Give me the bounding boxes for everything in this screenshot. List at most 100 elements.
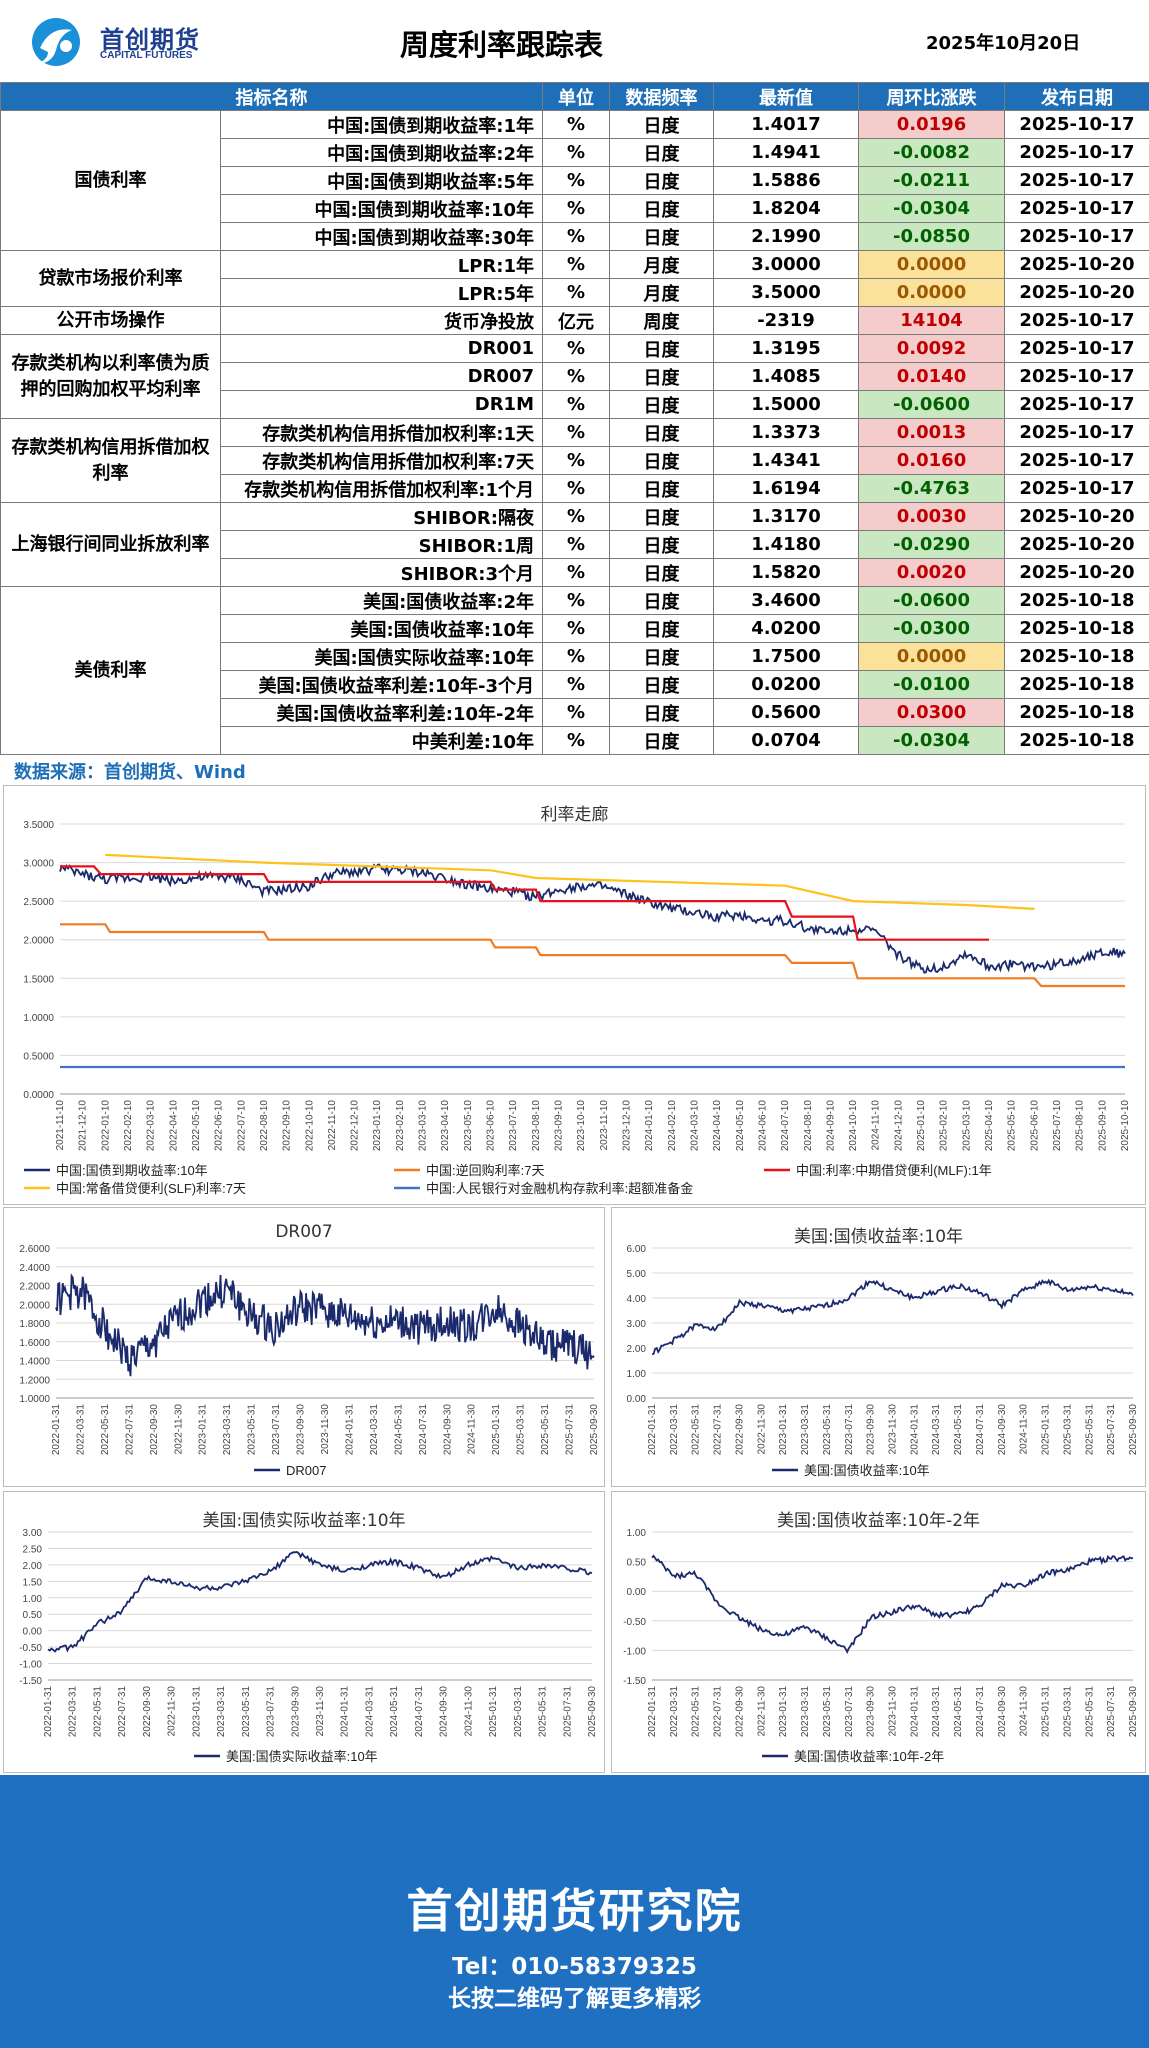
table-row: 美国:国债收益率利差:10年-3个月% 日度 0.0200 -0.0100 2025-1… [1, 670, 1149, 699]
x-tick-label: 2023-07-31 [266, 1686, 277, 1738]
x-tick-label: 2022-05-31 [691, 1404, 702, 1456]
x-tick-label: 2022-07-10 [236, 1100, 247, 1152]
frequency-cell: 日度 [609, 558, 714, 587]
x-tick-label: 2022-07-31 [713, 1404, 724, 1456]
x-tick-label: 2024-03-10 [689, 1100, 700, 1152]
y-tick-label: 3.00 [627, 1319, 647, 1330]
x-tick-label: 2023-09-30 [296, 1404, 307, 1456]
weekly-change-cell: 0.0092 [858, 334, 1005, 363]
release-date-cell: 2025-10-18 [1004, 642, 1149, 671]
legend-label: 中国:利率:中期借贷便利(MLF):1年 [796, 1163, 992, 1178]
x-tick-label: 2024-03-31 [364, 1686, 375, 1738]
release-date-cell: 2025-10-17 [1004, 446, 1149, 475]
release-date-cell: 2025-10-17 [1004, 222, 1149, 251]
x-tick-label: 2022-07-31 [124, 1404, 135, 1456]
frequency-cell: 周度 [609, 306, 714, 335]
x-tick-label: 2022-09-30 [149, 1404, 160, 1456]
x-tick-label: 2024-07-10 [780, 1100, 791, 1152]
x-tick-label: 2023-05-31 [822, 1404, 833, 1456]
latest-value-cell: 1.3195 [713, 334, 859, 363]
x-tick-label: 2023-02-10 [395, 1100, 406, 1152]
frequency-cell: 日度 [609, 474, 714, 503]
y-tick-label: 0.00 [23, 1627, 43, 1638]
x-tick-label: 2023-03-10 [418, 1100, 429, 1152]
y-tick-label: 2.4000 [19, 1263, 50, 1274]
col-header-release-date: 发布日期 [1004, 82, 1149, 111]
corridor-chart-panel: 利率走廊 0.0000 0.5000 1.0000 1.5000 2.0000 2.500… [3, 785, 1146, 1205]
x-tick-label: 2022-04-10 [168, 1100, 179, 1152]
x-tick-label: 2023-06-10 [486, 1100, 497, 1152]
latest-value-cell: 0.0200 [713, 670, 859, 699]
indicator-name-cell: 中美利差:10年 [220, 726, 543, 755]
y-tick-label: 1.50 [23, 1577, 43, 1588]
col-header-frequency: 数据频率 [609, 82, 714, 111]
x-tick-label: 2022-07-31 [117, 1686, 128, 1738]
x-tick-label: 2025-03-31 [516, 1404, 527, 1456]
unit-cell: % [542, 446, 610, 475]
release-date-cell: 2025-10-18 [1004, 698, 1149, 727]
x-tick-label: 2025-07-31 [1106, 1404, 1117, 1456]
indicator-name-cell: DR1M [220, 390, 543, 419]
unit-cell: % [542, 418, 610, 447]
frequency-cell: 日度 [609, 418, 714, 447]
indicator-name-cell: 美国:国债收益率:2年 [220, 586, 543, 615]
series-line [60, 865, 989, 941]
x-tick-label: 2024-05-31 [953, 1686, 964, 1738]
x-tick-label: 2023-07-31 [844, 1686, 855, 1738]
us10y-chart: 0.00 1.00 2.00 3.00 4.00 5.00 6.00 2022-01-31 20… [627, 1244, 1139, 1478]
y-tick-label: 2.00 [627, 1344, 647, 1355]
weekly-change-cell: -0.0290 [858, 530, 1005, 559]
weekly-change-cell: -0.0304 [858, 726, 1005, 755]
x-tick-label: 2023-08-10 [531, 1100, 542, 1152]
unit-cell: % [542, 670, 610, 699]
logo-english-name: CAPITAL FUTURES [100, 50, 193, 61]
weekly-change-cell: 0.0020 [858, 558, 1005, 587]
indicator-name-cell: 美国:国债收益率利差:10年-2年 [220, 698, 543, 727]
table-row: 存款类机构信用拆借加权利率:7天% 日度 1.4341 0.0160 2025-10-1… [1, 446, 1149, 475]
unit-cell: % [542, 334, 610, 363]
latest-value-cell: 3.0000 [713, 250, 859, 279]
unit-cell: % [542, 166, 610, 195]
frequency-cell: 日度 [609, 530, 714, 559]
x-tick-label: 2022-07-31 [713, 1686, 724, 1738]
y-tick-label: 2.50 [23, 1544, 43, 1555]
chart-title: 美国:国债实际收益率:10年 [202, 1511, 406, 1531]
x-tick-label: 2024-05-31 [393, 1404, 404, 1456]
unit-cell: % [542, 222, 610, 251]
x-tick-label: 2025-01-10 [916, 1100, 927, 1152]
table-row: 存款类机构信用拆借加权利率 存款类机构信用拆借加权利率:1天% 日度 1.3373 0.… [0, 418, 1149, 503]
x-tick-label: 2025-05-31 [1084, 1686, 1095, 1738]
release-date-cell: 2025-10-20 [1004, 278, 1149, 307]
series-line [47, 1551, 593, 1653]
rate-table: 指标名称 单位 数据频率 最新值 周环比涨跌 发布日期 国债利率 中国:国债到期收… [0, 82, 1149, 755]
frequency-cell: 日度 [609, 614, 714, 643]
category-cell: 美债利率 [0, 586, 221, 755]
x-tick-label: 2023-11-30 [888, 1404, 899, 1455]
x-tick-label: 2022-05-31 [100, 1404, 111, 1456]
indicator-name-cell: 中国:国债到期收益率:30年 [220, 222, 543, 251]
y-tick-label: 1.00 [627, 1369, 647, 1380]
y-tick-label: 4.00 [627, 1294, 647, 1305]
frequency-cell: 日度 [609, 334, 714, 363]
y-tick-label: 2.0000 [19, 1300, 50, 1311]
release-date-cell: 2025-10-17 [1004, 390, 1149, 419]
y-tick-label: 1.0000 [19, 1394, 50, 1405]
series-line [59, 863, 1126, 974]
x-tick-label: 2023-12-10 [621, 1100, 632, 1152]
page-title: 周度利率跟踪表 [400, 28, 604, 62]
x-tick-label: 2024-04-10 [712, 1100, 723, 1152]
footer-banner: 首创期货研究院 Tel：010-58379325 长按二维码了解更多精彩 [0, 1775, 1149, 2048]
x-tick-label: 2022-03-31 [669, 1404, 680, 1456]
x-tick-label: 2023-05-31 [247, 1404, 258, 1456]
latest-value-cell: 1.4085 [713, 362, 859, 391]
indicator-name-cell: 中国:国债到期收益率:5年 [220, 166, 543, 195]
frequency-cell: 日度 [609, 138, 714, 167]
table-row: DR007% 日度 1.4085 0.0140 2025-10-17 [1, 362, 1149, 391]
x-tick-label: 2022-02-10 [123, 1100, 134, 1152]
unit-cell: % [542, 502, 610, 531]
x-tick-label: 2025-01-31 [1041, 1686, 1052, 1738]
latest-value-cell: 0.0704 [713, 726, 859, 755]
x-tick-label: 2025-05-10 [1007, 1100, 1018, 1152]
qr-prompt[interactable]: 长按二维码了解更多精彩 [448, 1986, 701, 2012]
series-line [105, 853, 1035, 910]
